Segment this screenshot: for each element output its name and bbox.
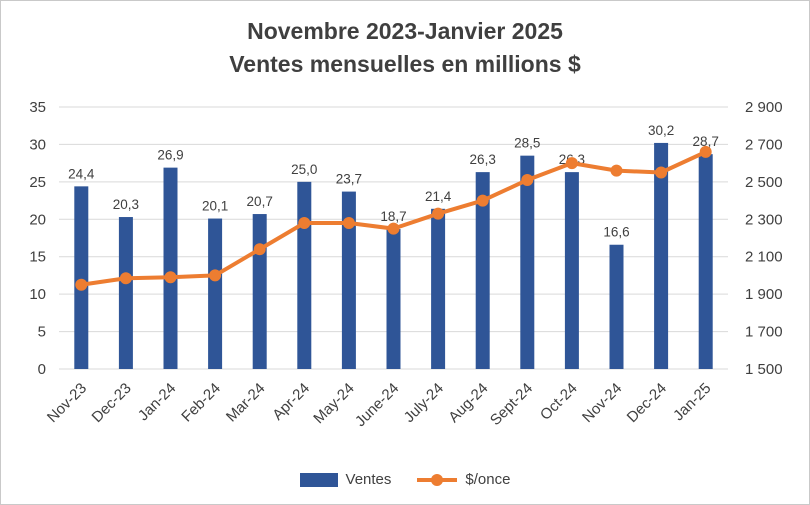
x-axis-label: June-24 — [352, 380, 402, 430]
bar — [564, 172, 579, 369]
x-axis-label: Sept-24 — [487, 380, 536, 429]
y-axis-tick-right: 1 900 — [745, 286, 783, 303]
y-axis-tick-right: 1 500 — [745, 361, 783, 378]
legend-label-once: $/once — [465, 471, 511, 488]
bar — [74, 186, 89, 369]
x-axis-label: July-24 — [401, 380, 447, 426]
x-axis-label: May-24 — [310, 380, 357, 427]
legend-item-once: $/once — [417, 471, 510, 488]
y-axis-tick-right: 2 100 — [745, 249, 783, 266]
price-marker — [342, 217, 355, 230]
x-axis-label: Mar-24 — [223, 380, 269, 426]
price-marker — [164, 271, 177, 284]
y-axis-tick-right: 2 300 — [745, 211, 783, 228]
x-axis-label: Dec-23 — [89, 380, 135, 426]
x-axis-label: Oct-24 — [537, 380, 581, 424]
y-axis-tick-right: 2 700 — [745, 136, 783, 153]
chart-title: Novembre 2023-Janvier 2025 Ventes mensue… — [1, 15, 809, 82]
legend-label-ventes: Ventes — [345, 471, 392, 488]
price-marker — [476, 194, 489, 207]
y-axis-tick-right: 2 900 — [745, 99, 783, 116]
price-marker — [387, 222, 400, 235]
once-swatch-icon — [417, 473, 458, 487]
bar — [609, 244, 624, 369]
price-marker — [610, 164, 623, 177]
price-marker — [119, 272, 132, 285]
bar-label: 28,7 — [693, 134, 719, 149]
bar — [654, 142, 669, 369]
y-axis-tick-left: 25 — [29, 174, 46, 191]
legend-item-ventes: Ventes — [299, 471, 392, 488]
price-marker — [521, 173, 534, 186]
x-axis-label: Jan-25 — [670, 380, 714, 424]
bar — [475, 172, 490, 369]
price-marker — [253, 243, 266, 256]
bar-label: 20,3 — [113, 197, 139, 212]
y-axis-tick-left: 15 — [29, 249, 46, 266]
bar-label: 16,6 — [603, 225, 629, 240]
bar — [118, 217, 133, 369]
bar — [386, 229, 401, 369]
bar-label: 20,7 — [247, 194, 273, 209]
price-marker — [209, 269, 222, 282]
bar-label: 20,1 — [202, 199, 228, 214]
bar — [208, 218, 223, 369]
chart-title-line2: Ventes mensuelles en millions $ — [229, 51, 581, 78]
x-axis-label: Aug-24 — [445, 380, 491, 426]
ventes-swatch-icon — [299, 472, 338, 487]
price-marker — [655, 166, 668, 179]
y-axis-tick-left: 20 — [29, 211, 46, 228]
bar — [431, 208, 446, 369]
bar-label: 28,5 — [514, 136, 540, 151]
y-axis-tick-right: 1 700 — [745, 324, 783, 341]
bar-label: 26,9 — [157, 148, 183, 163]
bar — [252, 214, 267, 369]
chart-legend: Ventes $/once — [1, 471, 809, 488]
bar — [297, 181, 312, 369]
bar-label: 23,7 — [336, 172, 362, 187]
y-axis-tick-left: 5 — [38, 324, 46, 341]
y-axis-tick-left: 30 — [29, 136, 46, 153]
price-marker — [75, 278, 88, 291]
y-axis-tick-left: 10 — [29, 286, 46, 303]
bar-label: 24,4 — [68, 166, 95, 181]
price-marker — [298, 217, 311, 230]
y-axis-tick-right: 2 500 — [745, 174, 783, 191]
bar-label: 21,4 — [425, 189, 452, 204]
bar-label: 26,3 — [470, 152, 496, 167]
x-axis-label: Feb-24 — [178, 380, 224, 426]
bar — [698, 154, 713, 369]
y-axis-tick-left: 35 — [29, 99, 46, 116]
bar-label: 25,0 — [291, 162, 317, 177]
x-axis-label: Apr-24 — [269, 380, 313, 424]
bar — [520, 155, 535, 369]
bar-label: 30,2 — [648, 123, 674, 138]
price-marker — [699, 145, 712, 158]
bar — [163, 167, 178, 369]
bar-label: 18,7 — [380, 209, 406, 224]
chart-title-line1: Novembre 2023-Janvier 2025 — [247, 18, 563, 44]
price-marker — [432, 207, 445, 220]
bar — [341, 191, 356, 369]
y-axis-tick-left: 0 — [38, 361, 46, 378]
x-axis-label: Nov-24 — [579, 380, 625, 426]
x-axis-label: Dec-24 — [624, 380, 670, 426]
x-axis-label: Nov-23 — [44, 380, 90, 426]
x-axis-label: Jan-24 — [135, 380, 179, 424]
price-marker — [565, 157, 578, 170]
